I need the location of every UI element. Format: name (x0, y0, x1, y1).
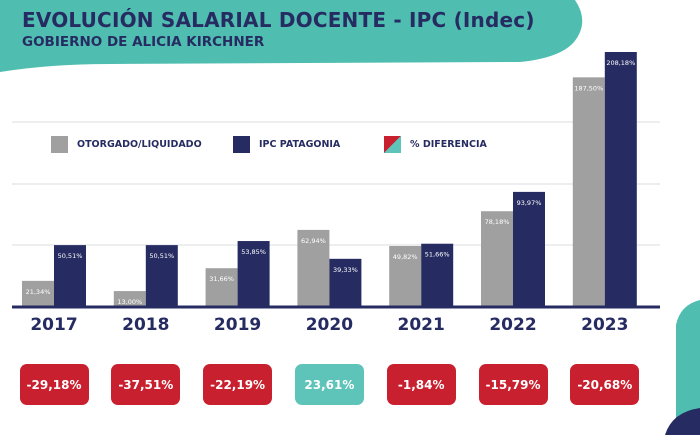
bar-otorgado-2017 (22, 280, 54, 307)
bar-otorgado-2019 (205, 268, 238, 307)
legend-label-ipc: IPC PATAGONIA (259, 139, 341, 150)
year-label-2017: 2017 (30, 315, 78, 335)
data-label-ipc-2019: 53,85% (241, 248, 266, 256)
bar-otorgado-2022 (481, 211, 513, 307)
year-label-2022: 2022 (489, 315, 537, 335)
data-label-ipc-2018: 50,51% (149, 252, 174, 260)
bar-otorgado-2020 (297, 229, 330, 307)
year-label-2020: 2020 (305, 315, 354, 335)
data-label-ipc-2022: 93,97% (517, 199, 542, 207)
difference-badge-2019: -22,19% (203, 364, 273, 405)
legend-label-otorgado: OTORGADO/LIQUIDADO (77, 139, 202, 150)
header: EVOLUCIÓN SALARIAL DOCENTE - IPC (Indec)… (22, 8, 535, 50)
difference-badge-2020: 23,61% (294, 364, 364, 405)
legend-swatch-otorgado (51, 136, 68, 153)
legend-item-diferencia: % DIFERENCIA (384, 136, 487, 153)
data-label-ipc-2023: 208,18% (606, 59, 635, 67)
legend-item-otorgado: OTORGADO/LIQUIDADO (51, 136, 202, 153)
bar-ipc-2022 (513, 191, 545, 307)
data-label-otorgado-2017: 21,34% (26, 288, 51, 296)
bar-ipc-2019 (237, 241, 270, 307)
bar-otorgado-2023 (572, 77, 605, 307)
year-label-2019: 2019 (213, 315, 262, 335)
bar-ipc-2023 (604, 52, 637, 307)
legend-swatch-diferencia (384, 136, 401, 153)
data-label-otorgado-2023: 187,50% (574, 84, 603, 92)
year-label-2023: 2023 (581, 315, 629, 335)
bar-otorgado-2018 (113, 291, 146, 307)
bar-ipc-2018 (145, 245, 178, 307)
data-label-otorgado-2021: 49,82% (393, 253, 418, 261)
difference-badge-2022: -15,79% (478, 364, 548, 405)
bar-ipc-2020 (329, 258, 362, 307)
chart-legend: OTORGADO/LIQUIDADO IPC PATAGONIA % DIFER… (0, 136, 700, 156)
difference-badge-2021: -1,84% (386, 364, 456, 405)
year-label-2021: 2021 (397, 315, 445, 335)
legend-label-diferencia: % DIFERENCIA (410, 139, 487, 150)
year-label-2018: 2018 (122, 315, 170, 335)
page-title: EVOLUCIÓN SALARIAL DOCENTE - IPC (Indec) (22, 8, 535, 32)
legend-item-ipc: IPC PATAGONIA (233, 136, 340, 153)
data-label-otorgado-2020: 62,94% (301, 237, 326, 245)
data-label-ipc-2020: 39,33% (333, 266, 358, 274)
data-label-otorgado-2018: 13,00% (117, 298, 142, 306)
difference-badge-2017: -29,18% (19, 364, 89, 405)
bar-ipc-2017 (54, 245, 86, 307)
data-label-ipc-2021: 51,66% (425, 251, 450, 259)
bar-ipc-2021 (421, 243, 454, 307)
page-subtitle: GOBIERNO DE ALICIA KIRCHNER (22, 34, 265, 50)
data-label-otorgado-2019: 31,66% (209, 275, 234, 283)
data-label-otorgado-2022: 78,18% (485, 218, 510, 226)
difference-badge-2023: -20,68% (570, 364, 640, 405)
data-label-ipc-2017: 50,51% (58, 252, 83, 260)
bar-otorgado-2021 (389, 245, 422, 307)
difference-badge-2018: -37,51% (111, 364, 181, 405)
legend-swatch-ipc (233, 136, 250, 153)
